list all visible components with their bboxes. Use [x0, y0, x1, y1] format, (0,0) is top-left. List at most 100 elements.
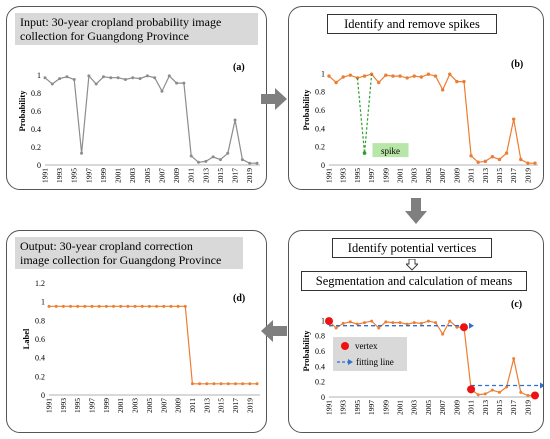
a-data-point: [145, 74, 149, 78]
a-x-tick-label: 2007: [157, 168, 166, 183]
d-y-tick-label: 0.4: [35, 354, 45, 363]
a-x-tick-label: 2015: [216, 168, 225, 183]
b-y-tick-label: 1: [321, 69, 325, 78]
a-x-tick-label: 1995: [70, 168, 79, 183]
panel-d: Output: 30-year cropland correction imag…: [6, 230, 267, 433]
a-x-tick-label: 1993: [55, 168, 64, 183]
d-data-point: [155, 304, 159, 308]
c-x-tick-label: 1999: [381, 400, 390, 415]
b-y-tick-label: 0.8: [315, 88, 325, 97]
c-data-point: [526, 393, 530, 397]
b-data-point: [497, 157, 502, 162]
c-data-point: [391, 321, 395, 325]
chart-b: 0 0.2 0.4 0.6 0.8 1 Probability 1991 1993 1995 199…: [301, 59, 538, 183]
c-data-point: [398, 321, 402, 325]
d-y-tick-label: 0.8: [35, 316, 45, 325]
b-y-tick-label: 0.6: [315, 106, 325, 115]
panel-c: Identify potential vertices Segmentation…: [288, 230, 544, 433]
b-spike-point: [362, 151, 367, 155]
b-x-tick-label: 2003: [410, 168, 419, 183]
a-series-line: [44, 74, 257, 164]
d-data-point: [169, 304, 173, 308]
b-panel-tag: (b): [511, 59, 523, 70]
panel-c-title-segmentation: Segmentation and calculation of means: [301, 271, 527, 291]
panel-a-title-line2: collection for Guangdong Province: [20, 29, 189, 43]
c-vertex-point: [467, 385, 476, 394]
d-x-tick-label: 2003: [131, 398, 140, 413]
b-data-point: [426, 72, 431, 76]
c-legend-vertex-marker: [341, 342, 349, 350]
panel-a-title: Input: 30-year cropland probability imag…: [15, 13, 258, 45]
a-data-point: [226, 151, 230, 155]
d-x-tick-label: 1997: [88, 398, 97, 413]
d-x-tick-label: 2005: [145, 398, 154, 413]
b-x-tick-label: 1991: [325, 168, 334, 183]
a-y-axis-label: Probability: [17, 90, 27, 132]
d-data-point: [90, 304, 94, 308]
d-data-point: [183, 304, 187, 308]
d-data-point: [212, 382, 216, 386]
c-y-tick-label: 0.4: [315, 362, 325, 371]
c-legend-fit-arrowhead: [348, 359, 353, 365]
c-x-tick-label: 2003: [410, 400, 419, 415]
a-data-point: [138, 77, 142, 81]
b-data-point: [490, 155, 495, 159]
b-series-line: [328, 73, 535, 164]
d-y-tick-label: 1.2: [35, 279, 45, 288]
b-y-tick-label: 0.2: [315, 143, 325, 152]
d-x-tick-label: 1999: [102, 398, 111, 413]
c-data-point: [505, 385, 509, 389]
d-y-axis-label: Label: [21, 328, 31, 349]
arrow-left-icon: [261, 320, 287, 342]
b-data-point: [448, 72, 452, 76]
panel-b: Identify and remove spikes 0 0.2 0.4 0.6 0.8…: [288, 6, 544, 190]
c-data-point: [341, 321, 345, 325]
d-data-point: [162, 304, 166, 308]
b-data-point: [419, 75, 424, 79]
a-data-point: [131, 76, 135, 80]
c-x-tick-label: 2017: [509, 400, 518, 415]
panel-d-title: Output: 30-year cropland correction imag…: [15, 237, 243, 269]
c-x-tick-label: 1997: [367, 400, 376, 415]
panel-c-title-vertices: Identify potential vertices: [332, 238, 492, 258]
b-data-point: [398, 74, 402, 78]
b-data-point: [334, 80, 338, 85]
d-data-point: [112, 304, 116, 308]
d-data-point: [54, 304, 58, 308]
panel-d-title-line2: image collection for Guangdong Province: [20, 253, 222, 267]
c-vertex-point: [531, 391, 539, 400]
d-x-tick-label: 1995: [73, 398, 82, 413]
b-data-point: [455, 79, 459, 84]
d-data-point: [190, 382, 194, 386]
c-data-point: [355, 322, 359, 326]
a-x-tick-label: 2003: [128, 168, 137, 183]
d-x-tick-label: 2013: [202, 398, 211, 413]
d-data-point: [104, 304, 108, 308]
b-data-point: [533, 161, 537, 165]
c-x-tick-label: 2013: [481, 400, 490, 415]
b-x-tick-label: 1995: [353, 168, 362, 183]
a-data-point: [255, 161, 259, 165]
b-x-tick-label: 2017: [509, 168, 518, 183]
b-x-tick-label: 1999: [381, 168, 390, 183]
b-data-point: [348, 73, 353, 77]
d-x-tick-label: 2011: [188, 398, 197, 413]
d-data-point: [176, 304, 180, 308]
b-data-point: [433, 74, 438, 78]
c-data-point: [519, 390, 523, 394]
panel-a-title-line1: Input: 30-year cropland probability imag…: [20, 15, 222, 29]
d-y-tick-label: 0.6: [35, 335, 45, 344]
d-data-point: [226, 382, 230, 386]
d-x-tick-label: 2001: [116, 398, 125, 413]
b-data-point: [377, 80, 381, 85]
c-fitting-line-arrowhead: [468, 322, 474, 329]
c-y-axis-label: Probability: [301, 330, 311, 372]
b-data-point: [511, 117, 516, 121]
a-data-point: [218, 158, 222, 162]
a-data-point: [109, 76, 113, 80]
d-x-tick-label: 1993: [59, 398, 68, 413]
c-x-tick-label: 2007: [438, 400, 447, 415]
a-panel-tag: (a): [233, 62, 245, 73]
a-data-point: [211, 155, 215, 159]
a-y-tick-label: 0.8: [31, 89, 41, 98]
